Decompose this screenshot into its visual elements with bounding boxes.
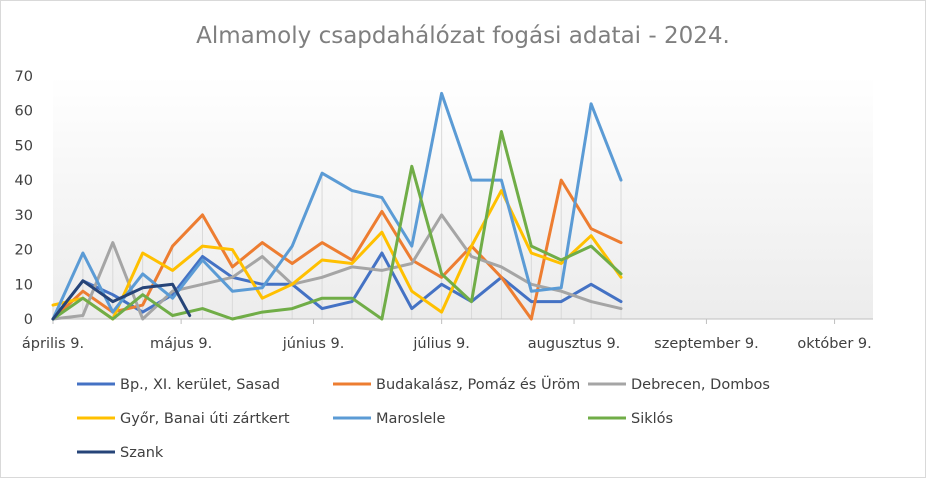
x-tick-label: szeptember 9. [654, 336, 759, 352]
y-tick-label: 70 [15, 69, 33, 85]
legend-label: Maroslele [376, 411, 445, 427]
legend-item: Maroslele [333, 411, 445, 427]
legend-item: Siklós [588, 411, 673, 427]
legend-item: Debrecen, Dombos [588, 377, 770, 393]
plot-area [53, 76, 873, 319]
y-tick-label: 20 [15, 243, 33, 259]
series-line-3 [51, 213, 623, 321]
x-tick-label: július 9. [412, 336, 469, 352]
x-axis-ticks: április 9. május 9. június 9. július 9. augu… [22, 319, 872, 352]
series-line-5 [51, 91, 623, 321]
series-line-4 [51, 189, 623, 321]
series-line-2 [51, 178, 623, 321]
legend-label: Győr, Banai úti zártkert [120, 411, 290, 427]
legend-label: Bp., XI. kerület, Sasad [120, 377, 280, 393]
legend: Bp., XI. kerület, Sasad Budakalász, Pomáz… [77, 375, 770, 461]
y-tick-label: 0 [24, 312, 33, 328]
series-lines [51, 91, 623, 321]
legend-label: Debrecen, Dombos [631, 377, 770, 393]
legend-item: Budakalász, Pomáz és Üröm [333, 375, 580, 393]
y-tick-label: 30 [15, 208, 33, 224]
y-tick-label: 50 [15, 138, 33, 154]
legend-label: Siklós [631, 411, 673, 427]
legend-label: Budakalász, Pomáz és Üröm [376, 375, 580, 393]
y-tick-label: 40 [15, 173, 33, 189]
legend-item: Szank [77, 445, 164, 461]
y-tick-label: 10 [15, 277, 33, 293]
x-tick-label: augusztus 9. [528, 336, 621, 352]
series-line-7 [51, 279, 192, 321]
legend-item: Bp., XI. kerület, Sasad [77, 377, 280, 393]
legend-label: Szank [120, 445, 164, 461]
y-tick-label: 60 [15, 104, 33, 120]
x-tick-label: május 9. [150, 336, 212, 352]
chart-title: Almamoly csapdahálózat fogási adatai - 2… [196, 23, 730, 49]
x-tick-label: április 9. [22, 336, 84, 352]
series-line-1 [51, 251, 623, 321]
x-tick-label: október 9. [797, 336, 871, 352]
x-tick-label: június 9. [282, 336, 345, 352]
y-axis-ticks: 0 10 20 30 40 50 60 70 [15, 69, 33, 328]
series-line-6 [51, 130, 623, 321]
legend-item: Győr, Banai úti zártkert [77, 411, 290, 427]
